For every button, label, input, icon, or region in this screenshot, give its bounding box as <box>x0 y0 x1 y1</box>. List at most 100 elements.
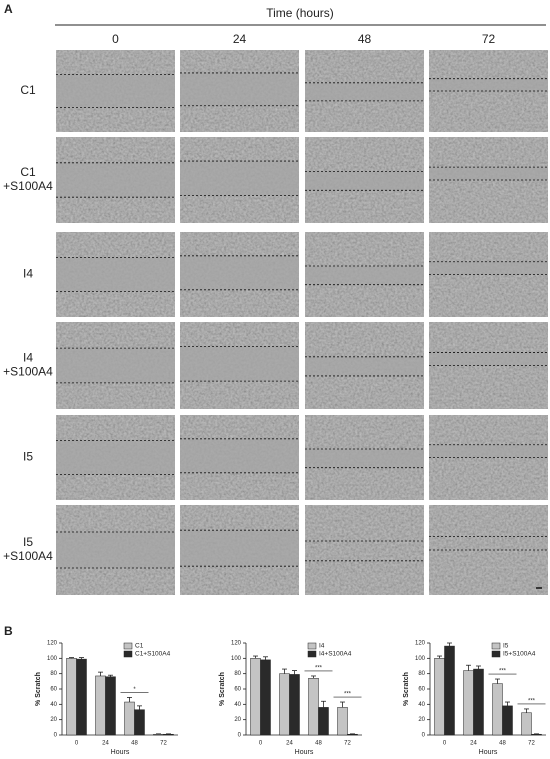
wound-area <box>180 161 299 196</box>
significance-label: *** <box>344 692 352 698</box>
bar <box>347 733 358 736</box>
row-label-line: C1 <box>20 165 36 179</box>
micrograph-texture <box>429 505 548 595</box>
x-tick-label: 0 <box>443 741 447 747</box>
y-axis-label: % Scratch <box>35 672 42 706</box>
bar <box>531 733 542 736</box>
column-label: 0 <box>112 32 119 46</box>
y-tick-label: 20 <box>234 717 241 723</box>
wound-area <box>180 530 299 567</box>
wound-area <box>429 261 548 275</box>
row-label-line: C1 <box>20 83 36 97</box>
row-label: I5 <box>23 450 33 464</box>
y-tick-label: 0 <box>238 733 242 739</box>
x-tick-label: 72 <box>528 741 535 747</box>
legend-swatch <box>491 642 501 650</box>
bar <box>308 678 319 736</box>
column-label: 24 <box>233 32 247 46</box>
row-label-line: I4 <box>23 267 33 281</box>
y-tick-label: 120 <box>231 641 242 647</box>
y-tick-label: 80 <box>418 671 425 677</box>
row-label: C1 +S100A4 <box>3 165 53 193</box>
wound-area <box>429 167 548 180</box>
y-tick-label: 20 <box>50 717 57 723</box>
row-label: I5 +S100A4 <box>3 535 53 563</box>
significance-label: *** <box>499 669 507 675</box>
row-label-line: I4 <box>23 351 33 365</box>
y-tick-label: 60 <box>234 687 241 693</box>
x-tick-label: 0 <box>259 741 263 747</box>
bar <box>76 658 87 736</box>
y-tick-label: 0 <box>422 733 426 739</box>
wound-area <box>56 74 175 108</box>
x-tick-label: 48 <box>499 741 506 747</box>
bar <box>134 709 145 736</box>
y-tick-label: 80 <box>234 671 241 677</box>
bar <box>95 675 106 736</box>
x-axis-label: Hours <box>479 749 498 756</box>
x-tick-label: 72 <box>160 741 167 747</box>
y-tick-label: 40 <box>50 702 57 708</box>
legend-label: C1 <box>135 643 144 650</box>
bar <box>124 701 135 736</box>
wound-area <box>56 532 175 568</box>
legend-label: I4 <box>319 643 325 650</box>
legend-swatch <box>123 650 133 658</box>
y-axis-label: % Scratch <box>403 672 410 706</box>
bar <box>163 733 174 736</box>
header: Time (hours) <box>266 6 334 20</box>
legend-label: C1+S100A4 <box>135 651 171 658</box>
legend-label: I5 <box>503 643 509 650</box>
panel-label: B <box>4 624 13 638</box>
legend-swatch <box>307 642 317 650</box>
y-tick-label: 80 <box>50 671 57 677</box>
y-tick-label: 40 <box>234 702 241 708</box>
bar <box>260 659 271 736</box>
row-label: I4 <box>23 267 33 281</box>
bar <box>153 733 164 736</box>
bar <box>289 674 300 736</box>
x-tick-label: 72 <box>344 741 351 747</box>
legend-label: I5+S100A4 <box>503 651 536 658</box>
x-tick-label: 24 <box>102 741 109 747</box>
row-label: C1 <box>20 83 36 97</box>
y-tick-label: 60 <box>418 687 425 693</box>
row-label-line: I5 <box>23 535 33 549</box>
x-tick-label: 24 <box>470 741 477 747</box>
bar <box>521 712 532 736</box>
row-label-line: +S100A4 <box>3 179 53 193</box>
significance-label: *** <box>315 666 323 672</box>
y-tick-label: 20 <box>418 717 425 723</box>
x-axis-label: Hours <box>111 749 130 756</box>
legend-label: I4+S100A4 <box>319 651 352 658</box>
legend-swatch <box>307 650 317 658</box>
row-label-line: +S100A4 <box>3 549 53 563</box>
bar <box>337 707 348 736</box>
y-tick-label: 100 <box>231 656 242 662</box>
wound-area <box>305 82 424 101</box>
x-tick-label: 0 <box>75 741 79 747</box>
wound-area <box>56 257 175 292</box>
wound-area <box>305 266 424 285</box>
wound-area <box>56 162 175 198</box>
y-axis-label: % Scratch <box>219 672 226 706</box>
bar <box>444 645 455 736</box>
row-label: I4 +S100A4 <box>3 351 53 379</box>
y-tick-label: 0 <box>54 733 58 739</box>
bar <box>502 705 513 736</box>
bar <box>318 707 329 736</box>
bar <box>279 673 290 736</box>
row-label-line: +S100A4 <box>3 365 53 379</box>
bar <box>492 683 503 736</box>
bar <box>463 670 474 736</box>
x-tick-label: 48 <box>315 741 322 747</box>
wound-area <box>180 255 299 290</box>
panel-label: A <box>4 2 13 16</box>
bar <box>473 668 484 736</box>
bar <box>105 676 116 736</box>
bar <box>250 658 261 736</box>
bar <box>434 658 445 736</box>
y-tick-label: 120 <box>415 641 426 647</box>
y-tick-label: 100 <box>415 656 426 662</box>
